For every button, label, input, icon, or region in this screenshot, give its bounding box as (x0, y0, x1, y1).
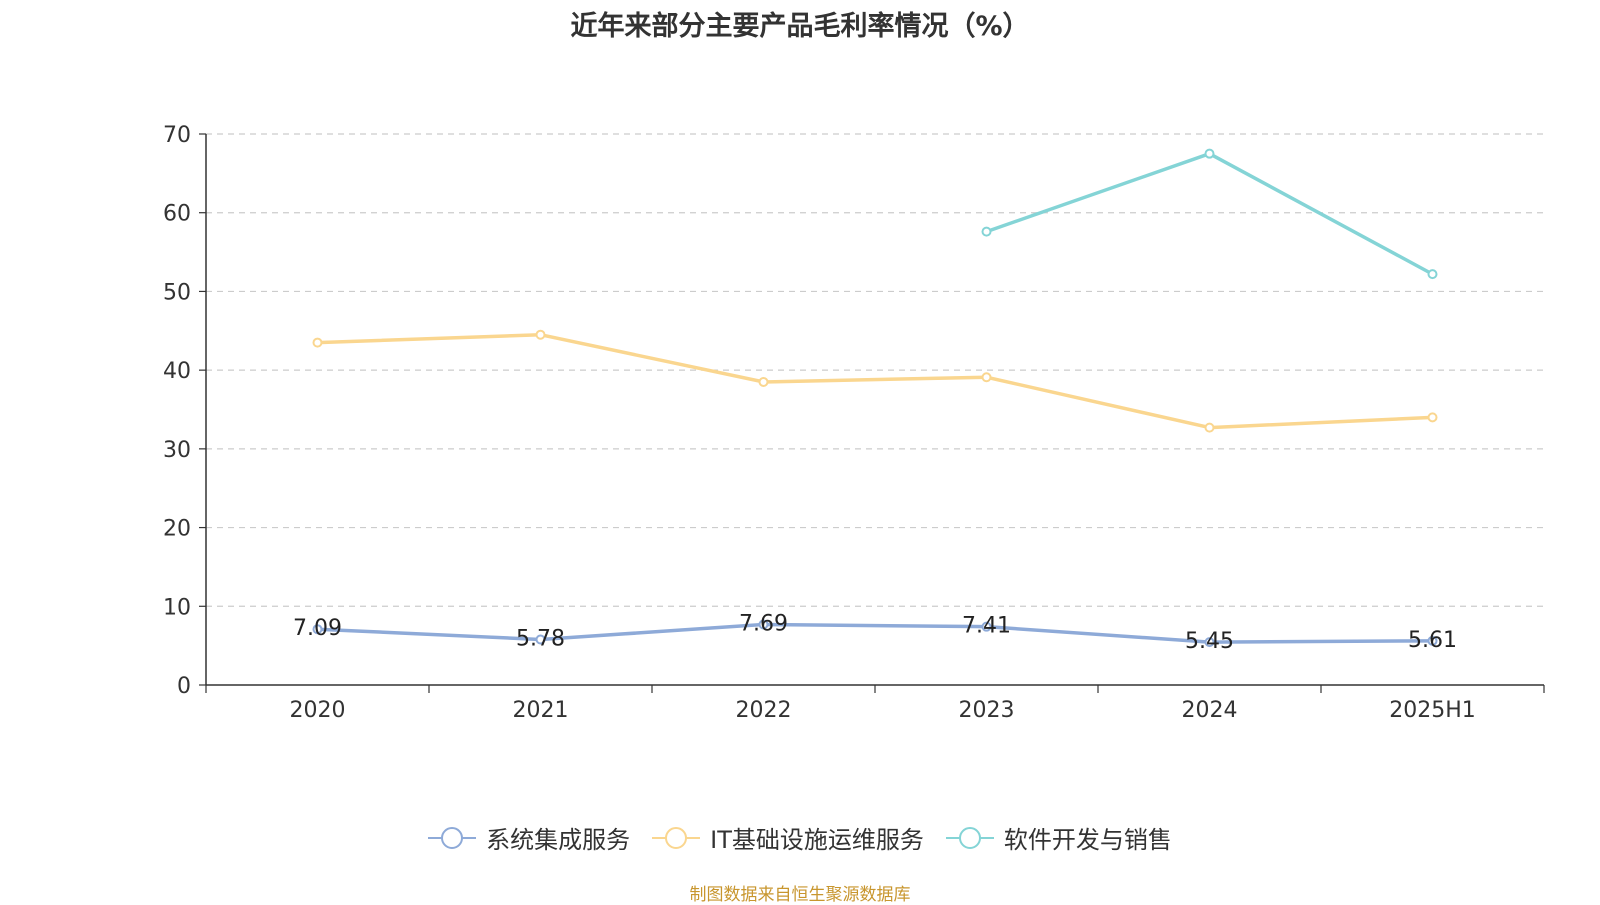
series-point-2-5 (1427, 269, 1438, 280)
legend-item-0[interactable]: 系统集成服务 (428, 820, 630, 855)
legend-label: 系统集成服务 (486, 826, 631, 854)
data-label-0-1: 5.78 (516, 627, 565, 652)
series-point-0-5 (1427, 635, 1438, 646)
y-tick-label-40: 40 (163, 359, 191, 384)
data-labels: 7.09 5.78 7.69 7.41 5.45 5.61 (293, 611, 1457, 654)
series-point-0-0 (312, 624, 323, 635)
series-point-0-1 (535, 634, 546, 645)
data-label-0-0: 7.09 (293, 616, 342, 641)
axes: 0 10 20 30 40 50 60 70 2020 2021 2022 2023 2024 2025H… (163, 123, 1545, 723)
series-line-0 (317, 622, 1433, 644)
legend-line-circle-icon (652, 826, 701, 849)
x-tick-label-2023: 2023 (959, 698, 1015, 723)
series-point-0-2 (758, 619, 769, 630)
y-tick-label-70: 70 (163, 123, 191, 148)
legend: 系统集成服务 IT基础设施运维服务 软件开发与销售 (0, 820, 1600, 855)
data-label-0-3: 7.41 (962, 614, 1011, 639)
y-tick-label-60: 60 (163, 202, 191, 227)
legend-line-circle-icon (428, 826, 477, 849)
legend-label: 软件开发与销售 (1003, 826, 1172, 854)
legend-item-2[interactable]: 软件开发与销售 (945, 820, 1172, 855)
legend-item-1[interactable]: IT基础设施运维服务 (652, 820, 924, 855)
data-label-0-4: 5.45 (1185, 629, 1234, 654)
data-label-0-5: 5.61 (1408, 628, 1457, 653)
series-line-1 (317, 332, 1433, 430)
series-point-0-4 (1204, 637, 1215, 648)
source-note: 制图数据来自恒生聚源数据库 (689, 885, 911, 905)
series-point-1-5 (1427, 412, 1438, 423)
series-layer (312, 148, 1438, 648)
series-point-2-4 (1204, 148, 1215, 159)
legend-line-circle-icon (945, 826, 994, 849)
y-tick-label-0: 0 (177, 674, 191, 699)
series-point-2-3 (981, 226, 992, 237)
series-point-0-3 (981, 621, 992, 632)
x-tick-label-2022: 2022 (736, 698, 792, 723)
series-point-1-3 (981, 372, 992, 383)
y-tick-label-10: 10 (163, 595, 191, 620)
grid-lines (206, 133, 1544, 607)
series-point-1-4 (1204, 422, 1215, 433)
y-tick-label-50: 50 (163, 280, 191, 305)
y-tick-label-30: 30 (163, 438, 191, 463)
series-line-2 (985, 151, 1434, 276)
x-tick-label-2025H1: 2025H1 (1389, 698, 1476, 723)
x-tick-label-2024: 2024 (1182, 698, 1238, 723)
series-point-1-1 (535, 329, 546, 340)
data-label-0-2: 7.69 (739, 611, 788, 636)
series-point-1-0 (312, 337, 323, 348)
x-tick-label-2020: 2020 (290, 698, 346, 723)
legend-label: IT基础设施运维服务 (710, 826, 924, 854)
chart-title: 近年来部分主要产品毛利率情况（%） (570, 11, 1030, 42)
y-tick-label-20: 20 (163, 517, 191, 542)
series-point-1-2 (758, 376, 769, 387)
x-tick-label-2021: 2021 (513, 698, 569, 723)
